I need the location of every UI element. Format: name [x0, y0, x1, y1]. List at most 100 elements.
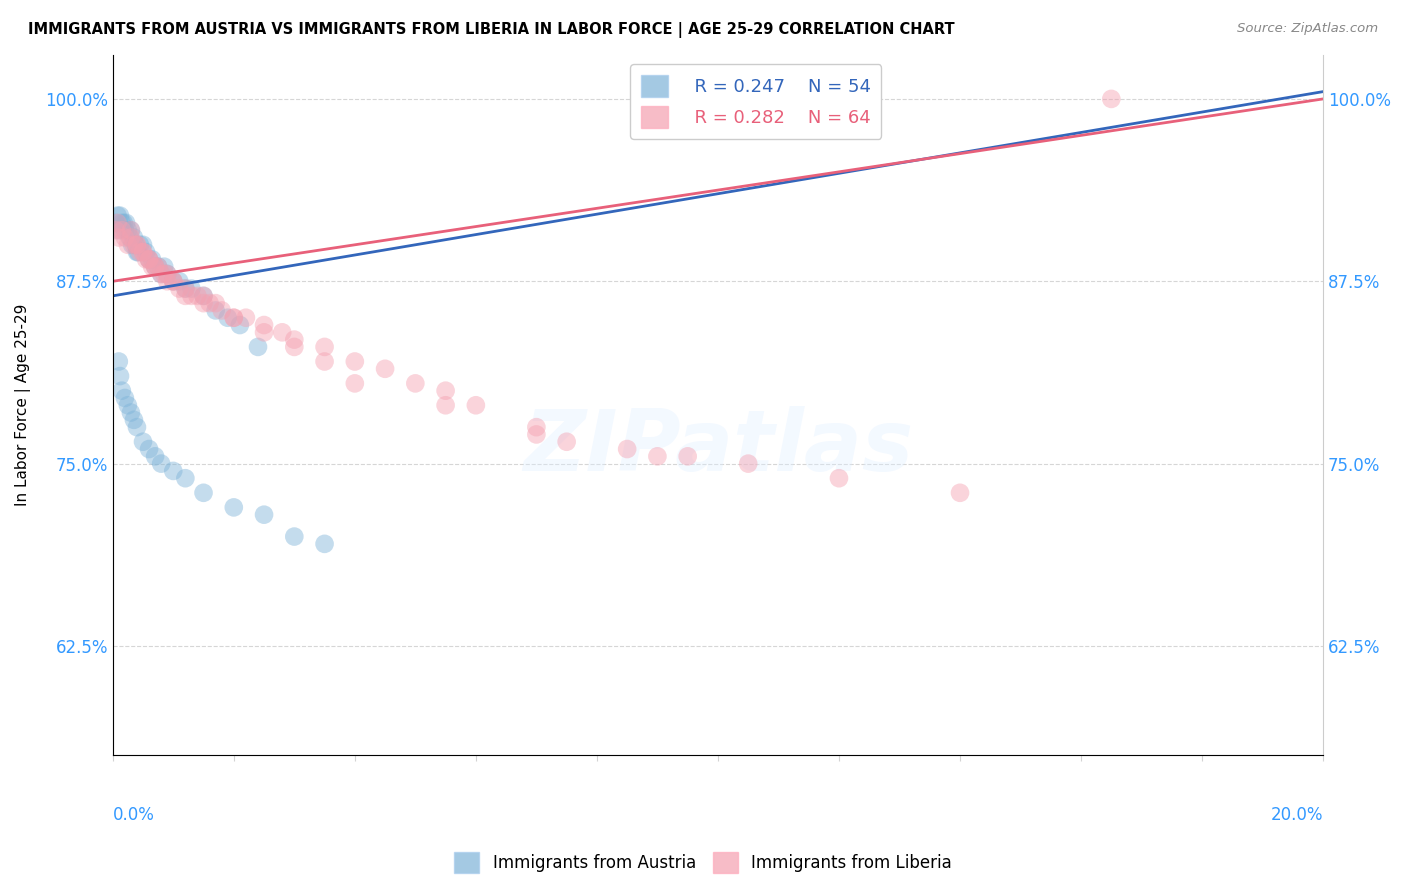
Point [107, 216, 129, 230]
Point [204, 296, 226, 310]
Point [162, 274, 184, 288]
Point [524, 420, 547, 434]
Point [104, 223, 127, 237]
Point [204, 303, 226, 318]
Point [129, 237, 152, 252]
Point [253, 508, 276, 522]
Point [217, 310, 239, 325]
Point [111, 216, 134, 230]
Point [138, 252, 160, 267]
Point [132, 245, 155, 260]
Point [156, 274, 179, 288]
Point [283, 530, 305, 544]
Point [112, 216, 135, 230]
Point [343, 354, 366, 368]
Point [122, 413, 145, 427]
Point [150, 457, 173, 471]
Point [464, 398, 486, 412]
Point [121, 237, 143, 252]
Point [125, 237, 148, 252]
Point [129, 245, 152, 260]
Text: IMMIGRANTS FROM AUSTRIA VS IMMIGRANTS FROM LIBERIA IN LABOR FORCE | AGE 25-29 CO: IMMIGRANTS FROM AUSTRIA VS IMMIGRANTS FR… [28, 22, 955, 38]
Point [174, 289, 197, 303]
Point [114, 230, 136, 244]
Point [211, 303, 233, 318]
Point [169, 281, 191, 295]
Point [122, 237, 145, 252]
Point [132, 245, 155, 260]
Point [271, 326, 294, 340]
Point [150, 267, 173, 281]
Legend:   R = 0.247    N = 54,   R = 0.282    N = 64: R = 0.247 N = 54, R = 0.282 N = 64 [630, 64, 882, 139]
Point [122, 230, 145, 244]
Point [737, 457, 759, 471]
Point [120, 223, 142, 237]
Point [169, 274, 191, 288]
Point [117, 398, 139, 412]
Point [676, 450, 699, 464]
Point [125, 245, 148, 260]
Point [162, 464, 184, 478]
Point [434, 384, 457, 398]
Point [229, 318, 252, 332]
Point [153, 260, 176, 274]
Point [222, 310, 245, 325]
Point [141, 260, 163, 274]
Point [343, 376, 366, 391]
Point [111, 223, 134, 237]
Point [115, 216, 138, 230]
Point [120, 230, 142, 244]
Point [162, 274, 184, 288]
Point [146, 260, 169, 274]
Legend: Immigrants from Austria, Immigrants from Liberia: Immigrants from Austria, Immigrants from… [447, 846, 959, 880]
Point [125, 237, 148, 252]
Point [143, 450, 166, 464]
Point [138, 252, 160, 267]
Point [949, 485, 972, 500]
Point [143, 260, 166, 274]
Text: 0.0%: 0.0% [112, 806, 155, 824]
Point [138, 252, 160, 267]
Point [108, 369, 131, 384]
Point [235, 310, 257, 325]
Point [156, 267, 179, 281]
Point [162, 274, 184, 288]
Point [118, 230, 141, 244]
Point [193, 296, 215, 310]
Text: Source: ZipAtlas.com: Source: ZipAtlas.com [1237, 22, 1378, 36]
Point [555, 434, 578, 449]
Point [193, 289, 215, 303]
Point [283, 333, 305, 347]
Point [135, 245, 157, 260]
Point [117, 237, 139, 252]
Point [114, 391, 136, 405]
Point [107, 230, 129, 244]
Point [132, 434, 155, 449]
Point [107, 209, 129, 223]
Point [180, 281, 202, 295]
Point [616, 442, 638, 456]
Point [647, 450, 669, 464]
Point [1099, 92, 1122, 106]
Point [198, 296, 221, 310]
Point [150, 267, 173, 281]
Y-axis label: In Labor Force | Age 25-29: In Labor Force | Age 25-29 [15, 304, 31, 507]
Point [111, 384, 134, 398]
Point [174, 471, 197, 485]
Point [524, 427, 547, 442]
Point [314, 340, 336, 354]
Text: ZIPatlas: ZIPatlas [523, 406, 912, 489]
Point [132, 237, 155, 252]
Point [174, 281, 197, 295]
Point [193, 289, 215, 303]
Point [180, 289, 202, 303]
Point [186, 289, 208, 303]
Point [125, 420, 148, 434]
Point [283, 340, 305, 354]
Point [107, 354, 129, 368]
Point [828, 471, 851, 485]
Point [374, 361, 396, 376]
Point [120, 406, 142, 420]
Point [156, 267, 179, 281]
Point [222, 310, 245, 325]
